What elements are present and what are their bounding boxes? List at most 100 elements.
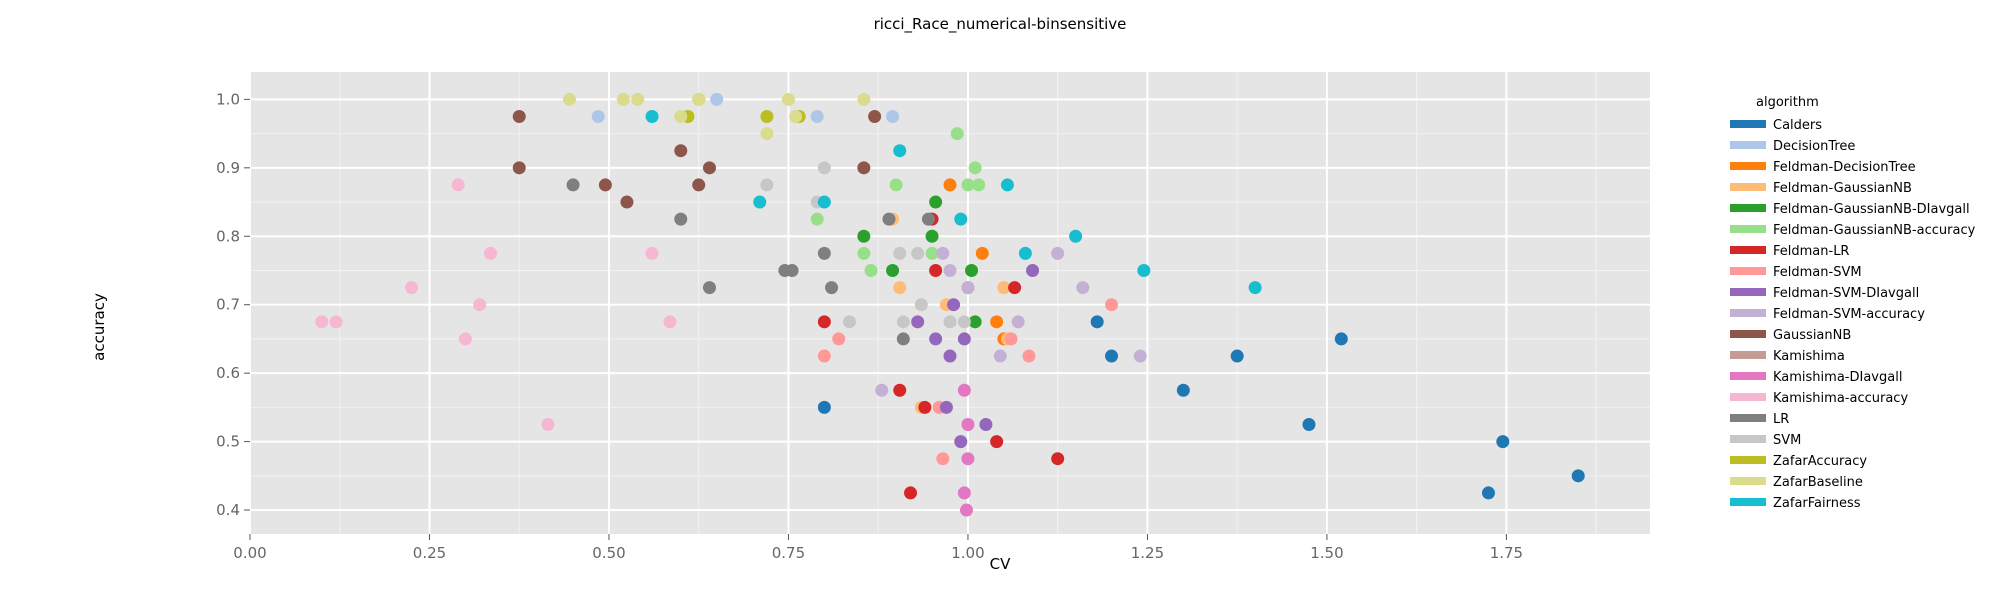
x-axis-ticks: 0.00 0.25 0.50 0.75 1.00 1.25 1.50 1.75 bbox=[233, 534, 1523, 562]
point-kamishima-accuracy bbox=[405, 281, 419, 295]
y-tick-label: 0.9 bbox=[216, 159, 240, 177]
point-svm bbox=[842, 315, 856, 329]
point-decisiontree bbox=[710, 92, 724, 106]
point-zafarfairness bbox=[1137, 263, 1151, 277]
legend-swatch-zafaraccuracy bbox=[1730, 456, 1766, 464]
point-feldman-svm-diavgall bbox=[939, 400, 953, 414]
point-feldman-gaussiannb-accuracy bbox=[810, 212, 824, 226]
legend-label-kamishima-diavgall: Kamishima-DIavgall bbox=[1773, 370, 1902, 385]
point-feldman-gaussiannb-accuracy bbox=[925, 246, 939, 260]
point-feldman-svm bbox=[832, 332, 846, 346]
point-gaussiannb bbox=[857, 161, 871, 175]
legend-swatch-kamishima bbox=[1730, 351, 1766, 359]
point-kamishima-diavgall bbox=[957, 383, 971, 397]
point-feldman-gaussiannb bbox=[893, 281, 907, 295]
point-lr bbox=[817, 246, 831, 260]
y-tick-label: 0.4 bbox=[216, 501, 240, 519]
point-feldman-gaussiannb-accuracy bbox=[864, 263, 878, 277]
point-feldman-svm-accuracy bbox=[875, 383, 889, 397]
legend-swatch-zafarfairness bbox=[1730, 498, 1766, 506]
point-lr bbox=[566, 178, 580, 192]
legend-title: algorithm bbox=[1756, 95, 1819, 110]
legend-swatch-lr bbox=[1730, 414, 1766, 422]
point-feldman-decisiontree bbox=[943, 178, 957, 192]
point-calders bbox=[1334, 332, 1348, 346]
point-gaussiannb bbox=[598, 178, 612, 192]
point-kamishima-accuracy bbox=[645, 246, 659, 260]
y-axis-ticks: 0.4 0.5 0.6 0.7 0.8 0.9 1.0 bbox=[216, 90, 250, 519]
point-feldman-svm bbox=[817, 349, 831, 363]
point-feldman-svm-accuracy bbox=[1051, 246, 1065, 260]
legend-label-decisiontree: DecisionTree bbox=[1773, 139, 1855, 154]
point-feldman-svm-diavgall bbox=[929, 332, 943, 346]
legend-label-feldman-svm: Feldman-SVM bbox=[1773, 265, 1862, 280]
point-svm bbox=[914, 298, 928, 312]
point-zafarfairness bbox=[893, 144, 907, 158]
legend-label-kamishima-accuracy: Kamishima-accuracy bbox=[1773, 391, 1908, 406]
point-svm bbox=[896, 315, 910, 329]
point-svm bbox=[817, 161, 831, 175]
point-zafarfairness bbox=[1248, 281, 1262, 295]
point-calders bbox=[1105, 349, 1119, 363]
point-zafarbaseline bbox=[674, 109, 688, 123]
point-feldman-gaussiannb-diavgall bbox=[929, 195, 943, 209]
point-feldman-gaussiannb-accuracy bbox=[857, 246, 871, 260]
point-zafarbaseline bbox=[781, 92, 795, 106]
legend-label-kamishima: Kamishima bbox=[1773, 349, 1845, 364]
point-kamishima-accuracy bbox=[663, 315, 677, 329]
point-gaussiannb bbox=[674, 144, 688, 158]
point-zafarfairness bbox=[1018, 246, 1032, 260]
legend-label-feldman-gaussiannb-diavgall: Feldman-GaussianNB-DIavgall bbox=[1773, 202, 1970, 217]
legend-label-zafarbaseline: ZafarBaseline bbox=[1773, 475, 1863, 490]
point-gaussiannb bbox=[512, 109, 526, 123]
point-feldman-decisiontree bbox=[990, 315, 1004, 329]
point-feldman-svm-accuracy bbox=[943, 263, 957, 277]
point-feldman-decisiontree bbox=[975, 246, 989, 260]
x-tick-label: 0.75 bbox=[772, 544, 805, 562]
point-feldman-gaussiannb-diavgall bbox=[968, 315, 982, 329]
point-feldman-svm-diavgall bbox=[1026, 263, 1040, 277]
point-lr bbox=[882, 212, 896, 226]
legend-swatch-calders bbox=[1730, 120, 1766, 128]
legend-label-feldman-gaussiannb-accuracy: Feldman-GaussianNB-accuracy bbox=[1773, 223, 1976, 238]
point-lr bbox=[896, 332, 910, 346]
point-zafarbaseline bbox=[692, 92, 706, 106]
point-feldman-gaussiannb-diavgall bbox=[965, 263, 979, 277]
point-zafarfairness bbox=[645, 109, 659, 123]
legend-swatch-decisiontree bbox=[1730, 141, 1766, 149]
point-feldman-lr bbox=[990, 435, 1004, 449]
point-kamishima-accuracy bbox=[541, 417, 555, 431]
point-feldman-svm-diavgall bbox=[957, 332, 971, 346]
point-kamishima-diavgall bbox=[961, 452, 975, 466]
point-gaussiannb bbox=[868, 109, 882, 123]
legend-label-feldman-decisiontree: Feldman-DecisionTree bbox=[1773, 160, 1916, 175]
point-feldman-gaussiannb-accuracy bbox=[950, 127, 964, 141]
point-feldman-svm-diavgall bbox=[943, 349, 957, 363]
point-feldman-svm bbox=[1004, 332, 1018, 346]
point-calders bbox=[1571, 469, 1585, 483]
y-tick-label: 1.0 bbox=[216, 90, 240, 108]
x-tick-label: 1.25 bbox=[1131, 544, 1164, 562]
legend-swatch-kamishima-accuracy bbox=[1730, 393, 1766, 401]
point-feldman-svm-diavgall bbox=[947, 298, 961, 312]
legend: algorithm Calders DecisionTree Feldman-Dec… bbox=[1730, 95, 1976, 511]
legend-label-feldman-lr: Feldman-LR bbox=[1773, 244, 1849, 259]
legend-swatch-feldman-svm bbox=[1730, 267, 1766, 275]
legend-label-zafaraccuracy: ZafarAccuracy bbox=[1773, 454, 1867, 469]
point-zafarfairness bbox=[954, 212, 968, 226]
point-feldman-svm-accuracy bbox=[1076, 281, 1090, 295]
x-tick-label: 0.25 bbox=[413, 544, 446, 562]
x-tick-label: 1.75 bbox=[1490, 544, 1523, 562]
point-svm bbox=[760, 178, 774, 192]
point-calders bbox=[1176, 383, 1190, 397]
point-lr bbox=[921, 212, 935, 226]
point-feldman-lr bbox=[893, 383, 907, 397]
point-feldman-gaussiannb-diavgall bbox=[925, 229, 939, 243]
point-gaussiannb bbox=[620, 195, 634, 209]
chart-title: ricci_Race_numerical-binsensitive bbox=[874, 15, 1127, 34]
legend-label-feldman-svm-diavgall: Feldman-SVM-DIavgall bbox=[1773, 286, 1919, 301]
point-calders bbox=[1496, 435, 1510, 449]
point-svm bbox=[957, 315, 971, 329]
point-feldman-svm-accuracy bbox=[961, 281, 975, 295]
legend-swatch-zafarbaseline bbox=[1730, 477, 1766, 485]
